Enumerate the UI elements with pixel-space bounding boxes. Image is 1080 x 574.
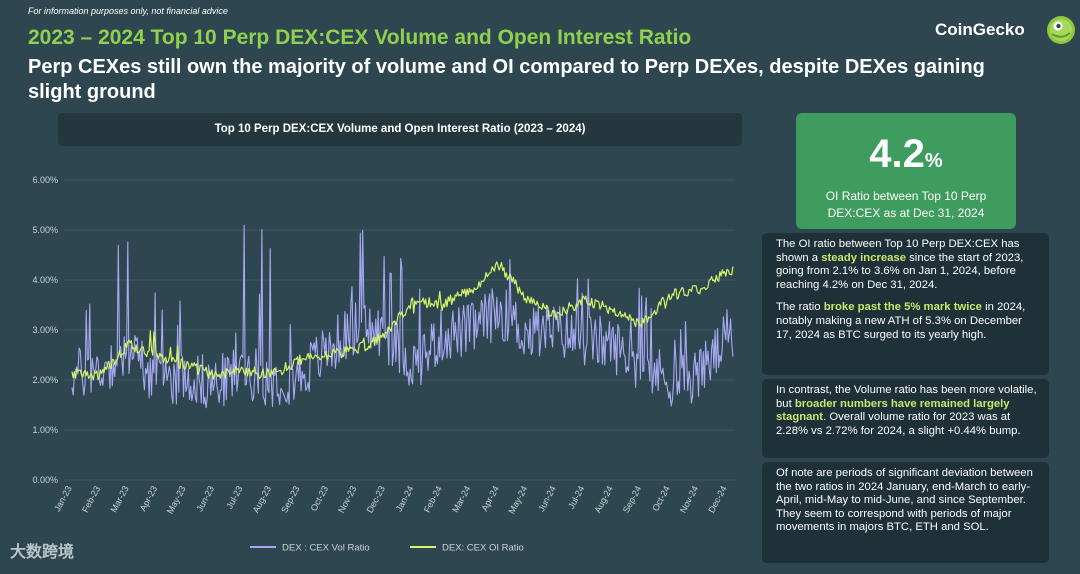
- x-tick-label: Nov-23: [336, 484, 358, 514]
- y-tick-label: 6.00%: [32, 175, 58, 185]
- series-line-oi-ratio: [71, 261, 734, 381]
- y-tick-label: 3.00%: [32, 325, 58, 335]
- stat-unit: %: [924, 150, 943, 172]
- x-tick-label: Jun-23: [194, 484, 216, 513]
- disclaimer: For information purposes only, not finan…: [28, 6, 228, 16]
- note-volume-trend: In contrast, the Volume ratio has been m…: [762, 379, 1049, 458]
- x-tick-label: Jul-24: [566, 484, 586, 510]
- stat-card: 4.2% OI Ratio between Top 10 Perp DEX:CE…: [796, 113, 1016, 229]
- x-tick-label: Mar-23: [109, 484, 131, 514]
- x-tick-label: Sep-23: [279, 484, 301, 514]
- x-tick-label: Feb-23: [80, 484, 102, 514]
- x-tick-label: Mar-24: [450, 484, 472, 514]
- x-tick-label: Oct-24: [650, 484, 672, 513]
- x-tick-label: Nov-24: [678, 484, 700, 514]
- x-tick-label: Jan-23: [52, 484, 74, 513]
- stat-value: 4.2%: [796, 131, 1016, 184]
- x-tick-label: Oct-23: [309, 484, 331, 513]
- x-tick-label: May-23: [165, 484, 188, 515]
- brand-name: CoinGecko: [935, 20, 1025, 39]
- y-tick-label: 4.00%: [32, 275, 58, 285]
- line-chart: 0.00% 1.00% 2.00% 3.00% 4.00% 5.00% 6.00% Jan-…: [32, 175, 735, 554]
- x-tick-label: Aug-24: [592, 484, 614, 514]
- note-deviation: Of note are periods of significant devia…: [762, 462, 1049, 563]
- x-tick-label: Jan-24: [394, 484, 416, 513]
- stat-label: OI Ratio between Top 10 Perp DEX:CEX as …: [825, 189, 987, 220]
- chart-title: Top 10 Perp DEX:CEX Volume and Open Inte…: [58, 113, 742, 146]
- x-tick-label: May-24: [506, 484, 529, 515]
- x-tick-label: Dec-23: [365, 484, 387, 514]
- note-oi-increase: The OI ratio between Top 10 Perp DEX:CEX…: [776, 238, 1024, 291]
- x-tick-label: Aug-23: [251, 484, 273, 514]
- stat-number: 4.2: [869, 132, 925, 176]
- coingecko-logo-icon: [1047, 16, 1075, 44]
- x-tick-label: Apr-24: [479, 484, 501, 513]
- note-oi-ath: The ratio broke past the 5% mark twice i…: [776, 301, 1026, 341]
- y-tick-label: 5.00%: [32, 225, 58, 235]
- x-tick-label: Apr-23: [138, 484, 160, 513]
- legend-label: DEX: CEX OI Ratio: [442, 543, 524, 554]
- watermark: 大数跨境: [10, 544, 75, 561]
- y-tick-label: 0.00%: [32, 475, 58, 485]
- x-tick-label: Dec-24: [706, 484, 728, 514]
- x-tick-label: Jun-24: [536, 484, 558, 513]
- x-tick-label: Sep-24: [621, 484, 643, 514]
- note-oi-trend: The OI ratio between Top 10 Perp DEX:CEX…: [762, 233, 1049, 375]
- x-tick-label: Feb-24: [422, 484, 444, 514]
- y-tick-label: 2.00%: [32, 375, 58, 385]
- x-tick-label: Jul-23: [224, 484, 244, 510]
- legend-label: DEX : CEX Vol Ratio: [282, 543, 370, 554]
- y-tick-label: 1.00%: [32, 425, 58, 435]
- headline: 2023 – 2024 Top 10 Perp DEX:CEX Volume a…: [28, 26, 692, 49]
- subtitle: Perp CEXes still own the majority of vol…: [28, 56, 985, 103]
